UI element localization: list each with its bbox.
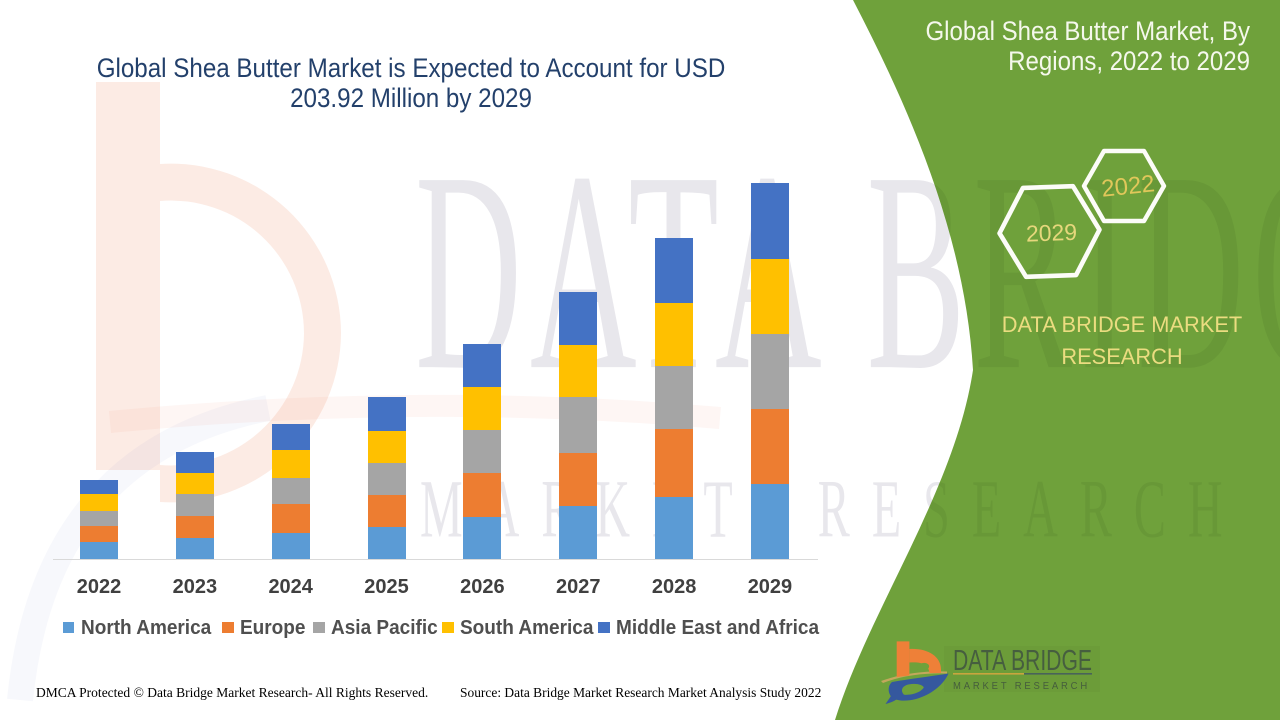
svg-text:MARKET RESEARCH: MARKET RESEARCH <box>953 681 1090 692</box>
svg-text:DATA BRIDGE: DATA BRIDGE <box>953 645 1092 677</box>
svg-text:2022: 2022 <box>1100 170 1156 202</box>
svg-text:2029: 2029 <box>1025 219 1077 247</box>
